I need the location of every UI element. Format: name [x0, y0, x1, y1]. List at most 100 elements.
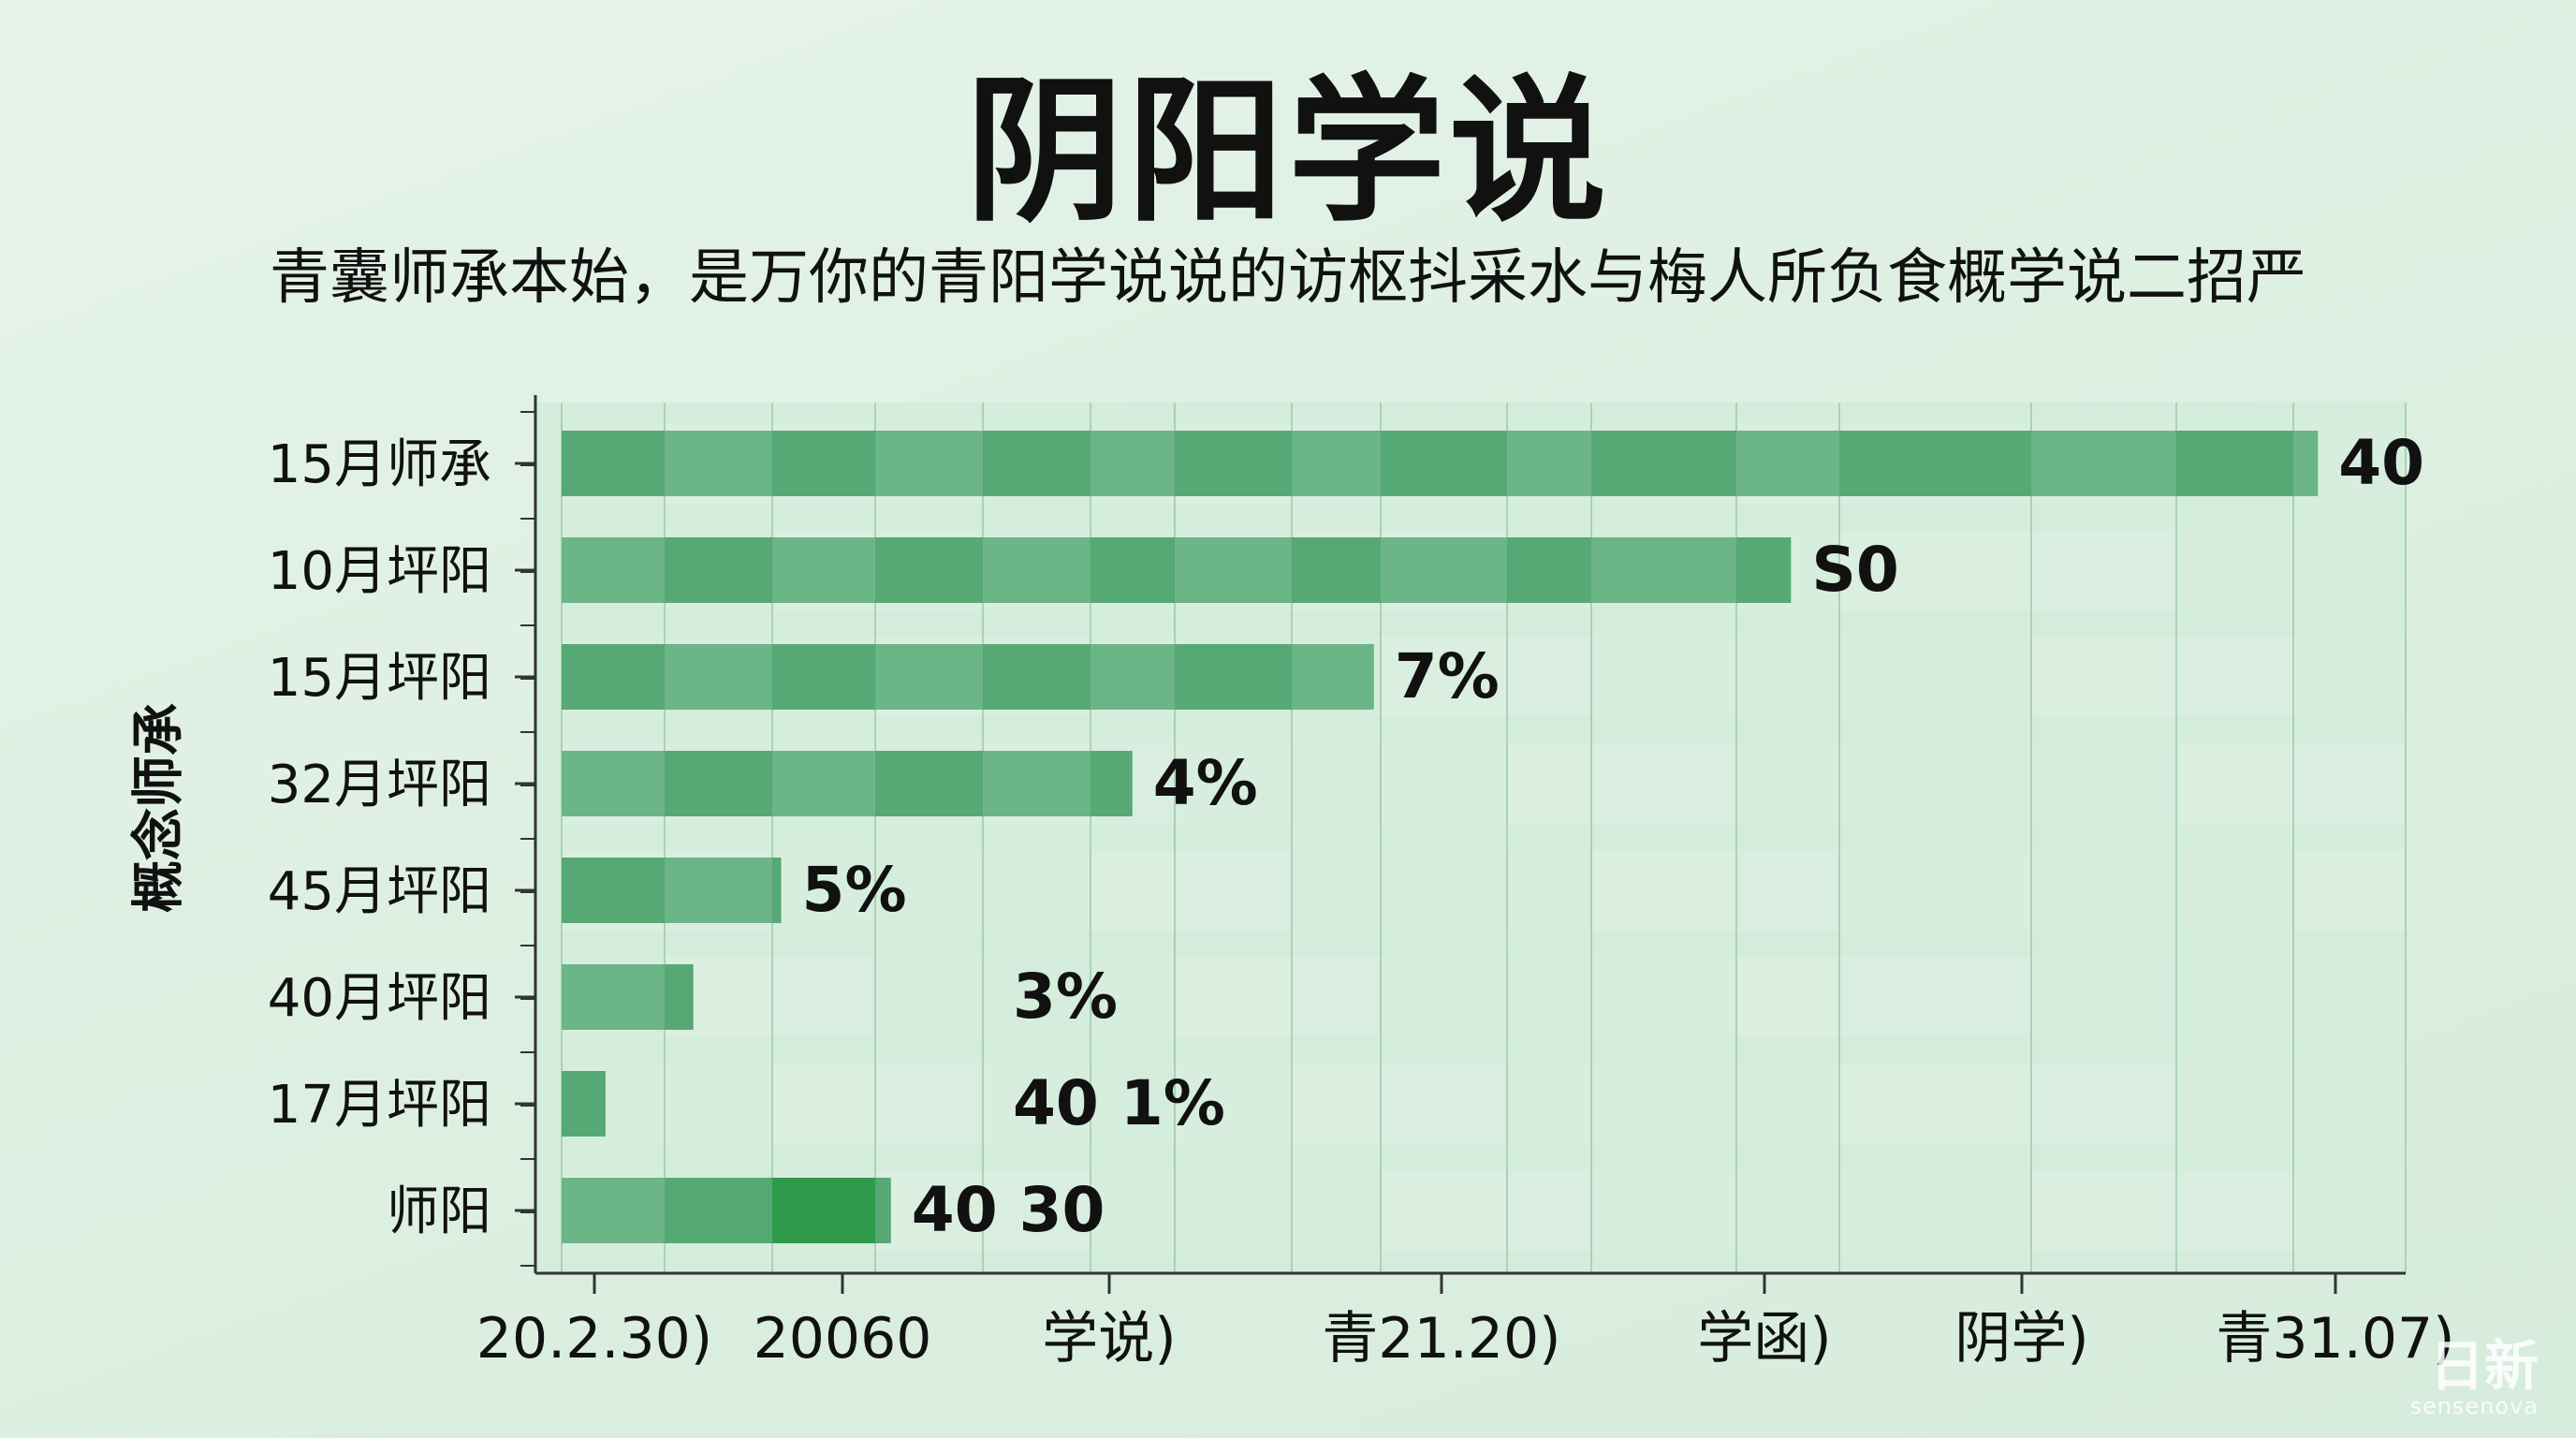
- y-tick-label: 10月坪阳: [268, 541, 491, 602]
- watermark-sub: sensenova: [2409, 1393, 2539, 1419]
- bar-segment: [1292, 644, 1374, 710]
- bg-cell: [1839, 957, 2031, 1037]
- bg-cell: [1736, 637, 1839, 717]
- bars: [562, 431, 2319, 1243]
- bg-cell: [1292, 1170, 1381, 1251]
- bg-cell: [2031, 530, 2176, 610]
- bg-cell: [665, 1064, 772, 1144]
- bg-cell: [1591, 743, 1736, 824]
- bar-segment: [772, 537, 875, 603]
- bg-cell: [2031, 850, 2176, 931]
- bg-cell: [772, 850, 875, 931]
- watermark-logo: 日新 sensenova: [2409, 1339, 2539, 1419]
- bg-cell: [2031, 1170, 2176, 1251]
- bg-cell: [1381, 637, 1507, 717]
- value-label: S0: [1811, 534, 1898, 606]
- bar-segment: [665, 858, 772, 923]
- bg-cell: [1507, 1170, 1591, 1251]
- value-label: 5%: [802, 854, 907, 926]
- bg-cell: [983, 1170, 1090, 1251]
- bg-cell: [1839, 1170, 2031, 1251]
- bg-cell: [1736, 957, 1839, 1037]
- bg-cell: [1381, 957, 1507, 1037]
- bg-cell: [983, 957, 1090, 1037]
- bar-segment: [875, 431, 983, 496]
- bg-cell: [1507, 1064, 1591, 1144]
- chart-subtitle: 青囊师承本始，是万你的青阳学说说的访枢抖采水与梅人所负食概学说二招严: [270, 243, 2306, 313]
- bg-cell: [1839, 530, 2031, 610]
- bg-cell: [1591, 1064, 1736, 1144]
- bg-cell: [2293, 1170, 2406, 1251]
- y-axis-label: 概念师承: [128, 703, 190, 913]
- bg-cell: [772, 957, 875, 1037]
- bar-segment: [1507, 431, 1591, 496]
- y-tick-label: 15月师承: [268, 434, 491, 495]
- chart-title: 阴阳学说: [966, 60, 1610, 243]
- bg-cell: [1736, 1170, 1839, 1251]
- bar-segment: [1292, 431, 1381, 496]
- bg-cell: [1507, 850, 1591, 931]
- bg-cell: [2293, 530, 2406, 610]
- bar-accent: [772, 1178, 875, 1243]
- bg-cell: [1175, 850, 1292, 931]
- bg-cell: [2176, 957, 2293, 1037]
- bar: [562, 431, 2319, 496]
- y-tick-label: 师阳: [387, 1181, 491, 1242]
- value-label: 3%: [1013, 961, 1118, 1033]
- bar-segment: [1591, 537, 1736, 603]
- bg-cell: [1736, 743, 1839, 824]
- bg-cell: [1591, 637, 1736, 717]
- bg-cell: [875, 957, 983, 1037]
- value-label: 40 30: [912, 1174, 1105, 1246]
- bar-segment: [2031, 431, 2176, 496]
- y-tick-label: 15月坪阳: [268, 648, 491, 709]
- bg-cell: [2176, 637, 2293, 717]
- bg-cell: [983, 1064, 1090, 1144]
- bg-cell: [1090, 1170, 1175, 1251]
- bg-cell: [1736, 1064, 1839, 1144]
- x-tick-label: 20.2.30): [476, 1306, 712, 1372]
- bar-segment: [562, 537, 665, 603]
- bar: [562, 1071, 606, 1137]
- bg-cell: [2293, 850, 2406, 931]
- bar-segment: [983, 751, 1090, 816]
- bg-cell: [1591, 850, 1736, 931]
- bg-cell: [1175, 957, 1292, 1037]
- bar-segment: [1090, 644, 1175, 710]
- x-tick-label: 20060: [754, 1306, 932, 1372]
- bg-cell: [1175, 1170, 1292, 1251]
- bg-cell: [1381, 850, 1507, 931]
- bg-cell: [875, 1170, 983, 1251]
- bg-cell: [2176, 1170, 2293, 1251]
- bg-cell: [1591, 957, 1736, 1037]
- bar-segment: [562, 1178, 665, 1243]
- bg-cell: [1381, 743, 1507, 824]
- bg-cell: [2031, 957, 2176, 1037]
- y-tick-label: 17月坪阳: [268, 1075, 491, 1136]
- y-tick-label: 32月坪阳: [268, 755, 491, 815]
- watermark-main: 日新: [2429, 1334, 2539, 1398]
- x-tick-label: 学说): [1042, 1306, 1176, 1372]
- bg-cell: [1292, 743, 1381, 824]
- background-pattern: [534, 403, 2406, 1273]
- bar-segment: [1736, 431, 1839, 496]
- bg-cell: [875, 850, 983, 931]
- bg-cell: [1507, 743, 1591, 824]
- bg-cell: [1292, 957, 1381, 1037]
- x-tick-label: 阴学): [1954, 1306, 2088, 1372]
- x-tick-label: 青31.07): [2216, 1306, 2454, 1372]
- bar-segment: [1090, 431, 1175, 496]
- bar-segment: [562, 964, 665, 1030]
- x-tick-label: 学函): [1697, 1306, 1831, 1372]
- bg-cell: [2293, 1064, 2406, 1144]
- bg-cell: [2031, 637, 2176, 717]
- bar-segment: [665, 644, 772, 710]
- bg-cell: [1591, 1170, 1736, 1251]
- bg-cell: [1175, 743, 1292, 824]
- bar-segment: [875, 644, 983, 710]
- bg-cell: [2176, 850, 2293, 931]
- bg-cell: [1839, 637, 2031, 717]
- bg-cell: [1175, 1064, 1292, 1144]
- bg-cell: [2031, 1064, 2176, 1144]
